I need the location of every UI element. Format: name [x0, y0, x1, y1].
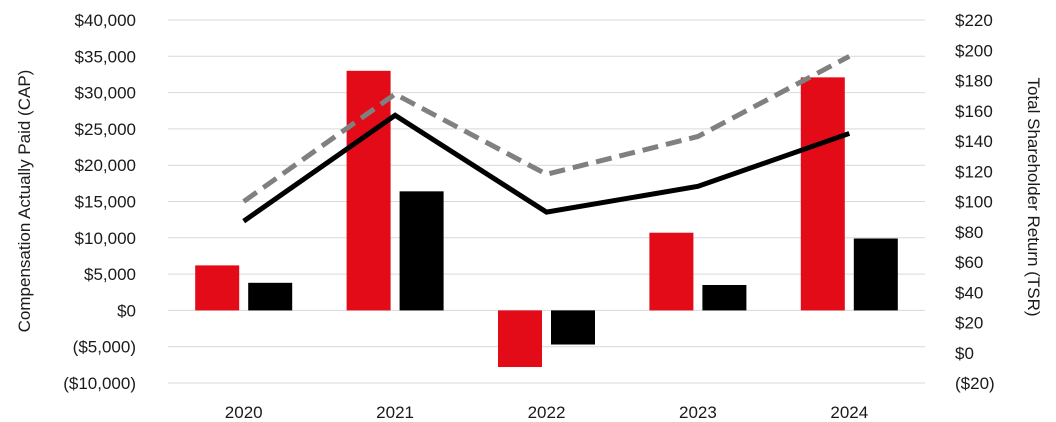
right-axis-tick-label: $140	[955, 132, 993, 151]
left-axis-tick-label: $15,000	[75, 193, 136, 212]
right-axis-title: Total Shareholder Return (TSR)	[1024, 77, 1043, 316]
x-axis-tick-label: 2023	[679, 403, 717, 422]
x-axis-tick-label: 2022	[528, 403, 566, 422]
bar-red-2021	[346, 70, 391, 311]
bar-black-2021	[399, 191, 444, 311]
line-black-solid	[242, 112, 851, 224]
left-axis-tick-label: $30,000	[75, 84, 136, 103]
right-axis-tick-label: $0	[955, 344, 974, 363]
line-gray-dashed	[242, 54, 851, 204]
x-axis-tick-label: 2020	[225, 403, 263, 422]
right-axis-tick-label: $20	[955, 314, 983, 333]
right-axis-tick-label: $220	[955, 11, 993, 30]
bar-red-2022	[498, 310, 542, 368]
left-axis-title: Compensation Actually Paid (CAP)	[15, 70, 34, 333]
left-axis-tick-label: $20,000	[75, 156, 136, 175]
left-axis-tick-label: $5,000	[84, 265, 136, 284]
left-axis-tick-label: ($5,000)	[73, 338, 136, 357]
left-axis-tick-label: ($10,000)	[63, 374, 136, 393]
right-axis-ticks: $220 $200 $180 $160 $140 $120 $100 $80 $60 $40 $20…	[955, 11, 995, 393]
right-axis-tick-label: $180	[955, 72, 993, 91]
left-axis-tick-label: $40,000	[75, 11, 136, 30]
right-axis-tick-label: $40	[955, 283, 983, 302]
bar-red-2020	[195, 265, 240, 311]
left-axis-tick-label: $35,000	[75, 47, 136, 66]
left-axis-tick-label: $0	[117, 301, 136, 320]
x-axis-tick-label: 2021	[376, 403, 414, 422]
gridlines	[168, 19, 925, 384]
x-axis-ticks: 2020 2021 2022 2023 2024	[225, 403, 868, 422]
bar-black-2023	[702, 284, 747, 311]
tsr-lines	[242, 54, 851, 224]
bar-black-2022	[551, 310, 595, 345]
right-axis-tick-label: $60	[955, 253, 983, 272]
right-axis-tick-label: $200	[955, 41, 993, 60]
right-axis-tick-label: $120	[955, 162, 993, 181]
right-axis-tick-label: $80	[955, 223, 983, 242]
left-axis-tick-label: $10,000	[75, 229, 136, 248]
bar-black-2024	[853, 238, 898, 311]
left-axis-tick-label: $25,000	[75, 120, 136, 139]
right-axis-tick-label: $100	[955, 193, 993, 212]
bar-red-2023	[649, 232, 694, 311]
left-axis-ticks: $40,000 $35,000 $30,000 $25,000 $20,000 $15,0…	[63, 11, 136, 393]
bars	[195, 70, 898, 368]
right-axis-tick-label: ($20)	[955, 374, 995, 393]
bar-red-2024	[800, 77, 845, 311]
x-axis-tick-label: 2024	[830, 403, 868, 422]
right-axis-tick-label: $160	[955, 102, 993, 121]
bar-black-2020	[248, 282, 293, 311]
